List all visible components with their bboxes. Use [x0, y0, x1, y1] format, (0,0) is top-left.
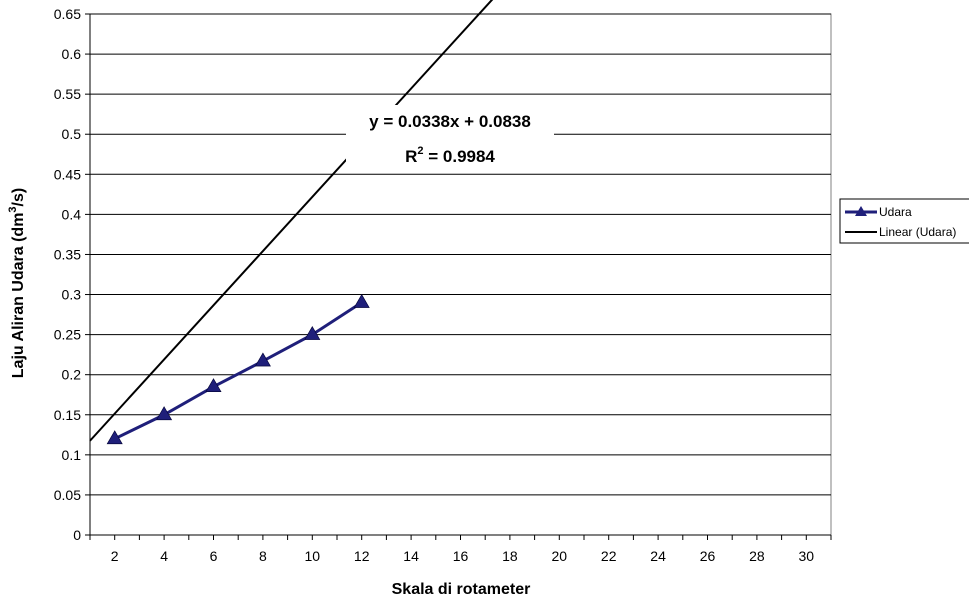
- y-tick-label: 0.5: [62, 126, 82, 142]
- legend-box: [839, 198, 969, 244]
- x-tick-label: 6: [210, 548, 218, 564]
- axes: [85, 13, 832, 540]
- trendline: [89, 0, 494, 442]
- series-udara: [106, 293, 370, 445]
- x-tick-label: 14: [403, 548, 419, 564]
- y-tick-label: 0.25: [54, 327, 81, 343]
- x-tick-label: 12: [354, 548, 370, 564]
- y-tick-label: 0.35: [54, 246, 81, 262]
- x-tick-label: 8: [259, 548, 267, 564]
- equation-box: [346, 105, 554, 173]
- data-point-udara: [353, 293, 370, 308]
- x-tick-label: 28: [749, 548, 765, 564]
- y-tick-label: 0.45: [54, 166, 81, 182]
- x-tick-label: 4: [160, 548, 168, 564]
- trendline-linear-udara: [89, 0, 494, 442]
- legend-linear-label: Linear (Udara): [879, 225, 956, 239]
- x-tick-label: 30: [799, 548, 815, 564]
- data-point-udara: [156, 406, 173, 421]
- x-tick-label: 2: [111, 548, 119, 564]
- y-tick-label: 0.3: [62, 287, 82, 303]
- data-point-udara: [205, 378, 222, 393]
- y-tick-label: 0.6: [62, 46, 82, 62]
- x-tick-label: 18: [502, 548, 518, 564]
- y-tick-label: 0.55: [54, 86, 81, 102]
- legend-udara-label: Udara: [879, 205, 912, 219]
- y-tick-label: 0.65: [54, 6, 81, 22]
- legend-udara-marker: [855, 206, 867, 216]
- y-tick-labels: 0 0.05 0.1 0.15 0.2 0.25 0.3 0.35 0.4 0.45 0.5 0.55…: [54, 6, 81, 543]
- series-udara-line: [114, 301, 363, 441]
- y-tick-label: 0.05: [54, 487, 81, 503]
- data-point-udara: [254, 352, 271, 367]
- x-axis-title: Skala di rotameter: [392, 581, 531, 598]
- grid-lines: [90, 13, 831, 496]
- y-tick-label: 0: [73, 527, 81, 543]
- x-tick-labels: 2 4 6 8 10 12 14 16 18 20 22 24 26 28 30: [111, 548, 814, 564]
- x-tick-label: 10: [305, 548, 321, 564]
- y-tick-label: 0.2: [62, 367, 82, 383]
- r-squared-text: R2 = 0.9984: [405, 145, 495, 166]
- plot-area: [89, 13, 832, 536]
- y-tick-label: 0.4: [62, 206, 82, 222]
- x-tick-label: 22: [601, 548, 617, 564]
- data-point-udara: [106, 430, 123, 445]
- y-axis-title: Laju Aliran Udara (dm3/s): [7, 188, 27, 378]
- x-tick-label: 20: [552, 548, 568, 564]
- x-tick-label: 24: [650, 548, 666, 564]
- data-point-udara: [304, 326, 321, 340]
- y-tick-label: 0.15: [54, 407, 81, 423]
- x-tick-label: 26: [700, 548, 716, 564]
- x-tick-label: 16: [453, 548, 469, 564]
- equation-text: y = 0.0338x + 0.0838: [369, 112, 531, 131]
- y-tick-label: 0.1: [62, 447, 82, 463]
- legend: Udara Linear (Udara): [839, 198, 969, 244]
